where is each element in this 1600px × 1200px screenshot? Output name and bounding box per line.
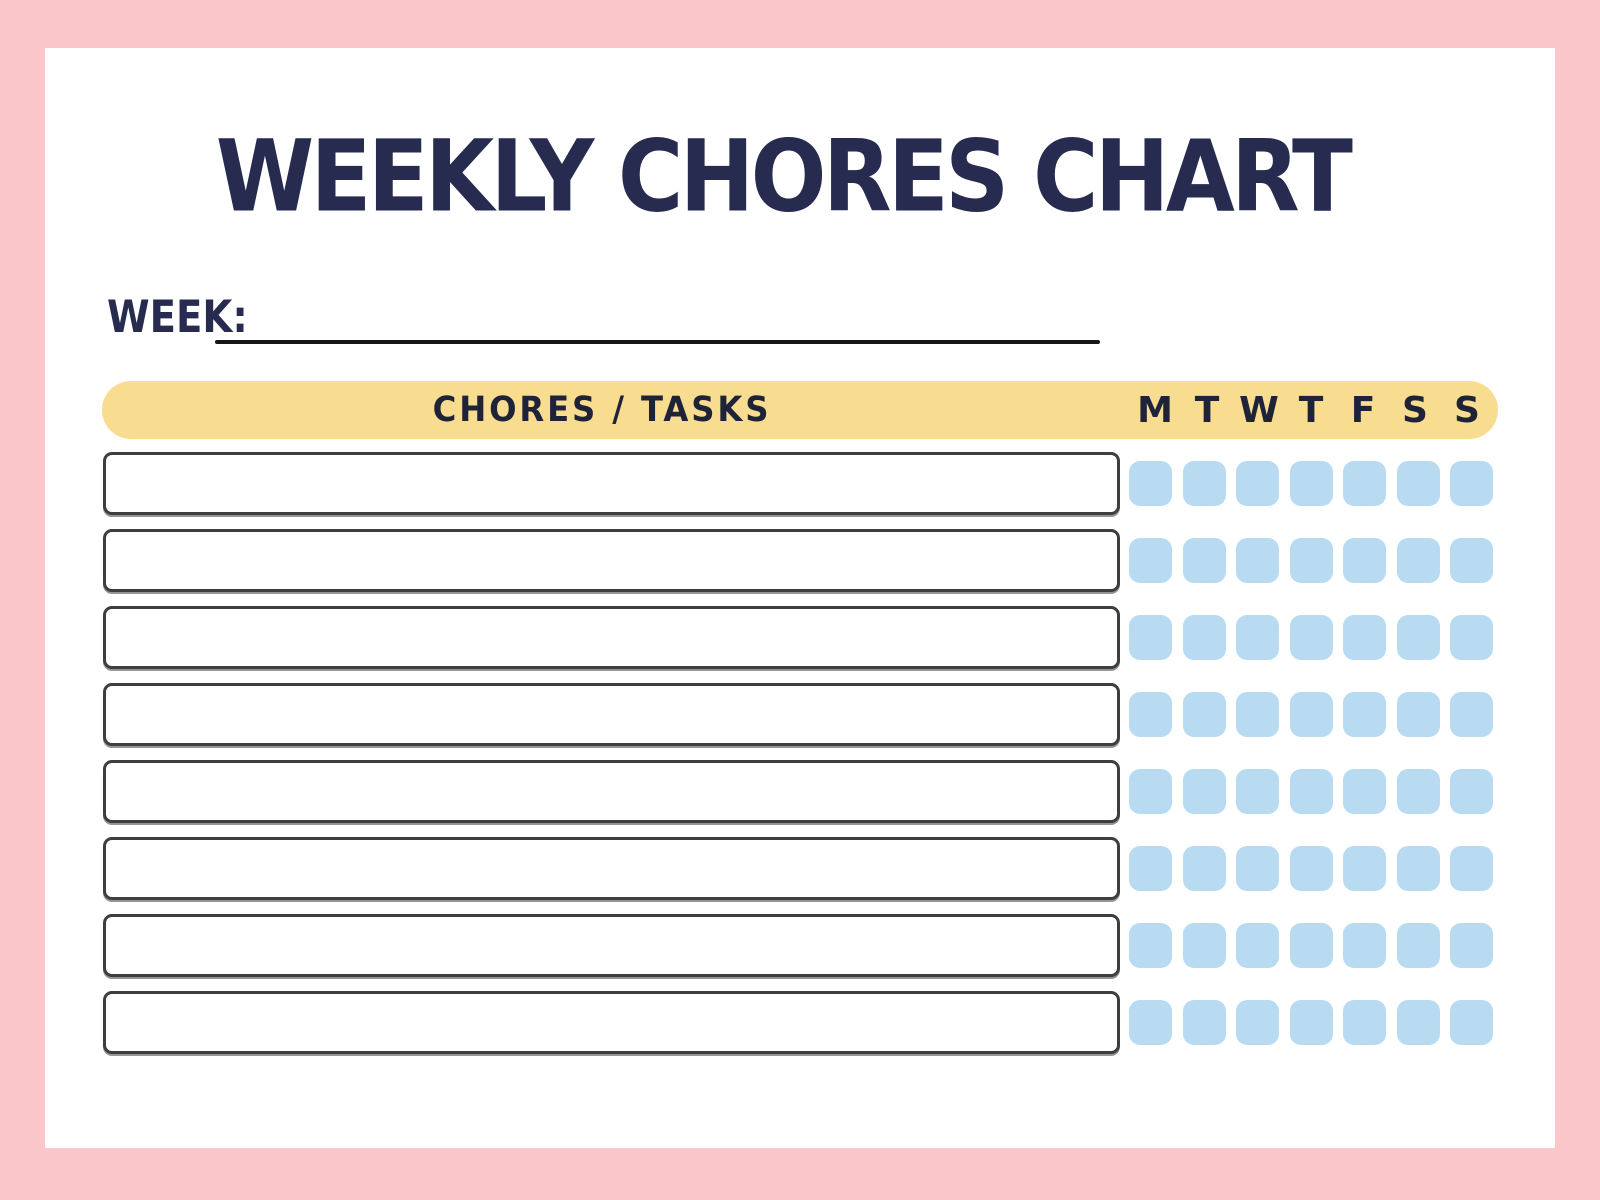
day-header-label: T [1194, 389, 1220, 431]
day-checkbox[interactable] [1236, 769, 1279, 814]
table-row [103, 991, 1497, 1054]
day-checkbox[interactable] [1396, 538, 1440, 583]
chore-task-field[interactable] [103, 837, 1120, 900]
day-checkbox[interactable] [1396, 1000, 1440, 1045]
day-checkbox[interactable] [1182, 538, 1226, 583]
day-checkbox[interactable] [1396, 461, 1440, 506]
day-checkbox[interactable] [1129, 923, 1172, 968]
day-checkbox[interactable] [1129, 615, 1172, 660]
day-checkbox[interactable] [1450, 538, 1493, 583]
day-checkbox[interactable] [1343, 461, 1386, 506]
chore-task-field[interactable] [103, 606, 1120, 669]
chore-task-field[interactable] [103, 529, 1120, 592]
week-label: WEEK: [107, 291, 248, 343]
day-checkbox[interactable] [1289, 461, 1333, 506]
day-checkbox[interactable] [1129, 1000, 1172, 1045]
day-checkbox[interactable] [1129, 538, 1172, 583]
day-checkbox[interactable] [1182, 615, 1226, 660]
table-row [103, 529, 1497, 592]
day-checkbox-group [1129, 529, 1493, 592]
chores-tasks-header: CHORES / TASKS [432, 389, 772, 431]
day-header-label: S [1402, 389, 1428, 431]
day-checkbox[interactable] [1450, 1000, 1493, 1045]
day-checkbox[interactable] [1343, 923, 1386, 968]
day-checkbox-group [1129, 683, 1493, 746]
day-checkbox-group [1129, 991, 1493, 1054]
day-checkbox[interactable] [1182, 846, 1226, 891]
day-checkbox[interactable] [1343, 615, 1386, 660]
day-checkbox-group [1129, 837, 1493, 900]
day-checkbox[interactable] [1236, 538, 1279, 583]
day-checkbox[interactable] [1289, 692, 1333, 737]
day-checkbox[interactable] [1236, 692, 1279, 737]
page-title: WEEKLY CHORES CHART [215, 120, 1353, 235]
day-header-label: M [1137, 389, 1173, 431]
day-checkbox[interactable] [1182, 461, 1226, 506]
day-checkbox[interactable] [1182, 923, 1226, 968]
day-checkbox[interactable] [1343, 538, 1386, 583]
day-checkbox[interactable] [1450, 846, 1493, 891]
day-checkbox[interactable] [1236, 846, 1279, 891]
table-row [103, 452, 1497, 515]
day-checkbox-group [1129, 914, 1493, 977]
chore-task-field[interactable] [103, 452, 1120, 515]
day-checkbox-group [1129, 606, 1493, 669]
day-checkbox[interactable] [1289, 1000, 1333, 1045]
day-checkbox[interactable] [1129, 846, 1172, 891]
day-checkbox[interactable] [1396, 769, 1440, 814]
day-checkbox-group [1129, 760, 1493, 823]
day-header-label: F [1350, 389, 1376, 431]
day-checkbox[interactable] [1236, 615, 1279, 660]
day-checkbox[interactable] [1182, 692, 1226, 737]
table-row [103, 837, 1497, 900]
chore-task-field[interactable] [103, 991, 1120, 1054]
table-row [103, 606, 1497, 669]
day-checkbox-group [1129, 452, 1493, 515]
day-header-label: W [1239, 389, 1279, 431]
day-checkbox[interactable] [1289, 615, 1333, 660]
day-checkbox[interactable] [1396, 692, 1440, 737]
day-checkbox[interactable] [1289, 923, 1333, 968]
day-checkbox[interactable] [1343, 1000, 1386, 1045]
day-checkbox[interactable] [1450, 923, 1493, 968]
day-checkbox[interactable] [1396, 923, 1440, 968]
day-checkbox[interactable] [1343, 692, 1386, 737]
day-checkbox[interactable] [1236, 1000, 1279, 1045]
day-checkbox[interactable] [1343, 846, 1386, 891]
day-checkbox[interactable] [1289, 769, 1333, 814]
day-header-label: T [1298, 389, 1324, 431]
day-checkbox[interactable] [1236, 923, 1279, 968]
week-input-line[interactable] [215, 340, 1100, 344]
day-checkbox[interactable] [1129, 769, 1172, 814]
table-row [103, 683, 1497, 746]
chore-task-field[interactable] [103, 914, 1120, 977]
day-checkbox[interactable] [1450, 692, 1493, 737]
day-checkbox[interactable] [1129, 461, 1172, 506]
day-checkbox[interactable] [1450, 461, 1493, 506]
table-row [103, 914, 1497, 977]
day-checkbox[interactable] [1182, 769, 1226, 814]
day-checkbox[interactable] [1396, 846, 1440, 891]
day-checkbox[interactable] [1289, 846, 1333, 891]
chores-chart-page: WEEKLY CHORES CHART WEEK: CHORES / TASKS… [45, 48, 1555, 1148]
chore-task-field[interactable] [103, 760, 1120, 823]
day-checkbox[interactable] [1450, 769, 1493, 814]
day-checkbox[interactable] [1289, 538, 1333, 583]
day-checkbox[interactable] [1236, 461, 1279, 506]
day-checkbox[interactable] [1396, 615, 1440, 660]
table-row [103, 760, 1497, 823]
day-checkbox[interactable] [1343, 769, 1386, 814]
day-checkbox[interactable] [1129, 692, 1172, 737]
day-header-label: S [1454, 389, 1480, 431]
day-checkbox[interactable] [1450, 615, 1493, 660]
day-checkbox[interactable] [1182, 1000, 1226, 1045]
chore-task-field[interactable] [103, 683, 1120, 746]
chore-rows [103, 452, 1497, 1068]
